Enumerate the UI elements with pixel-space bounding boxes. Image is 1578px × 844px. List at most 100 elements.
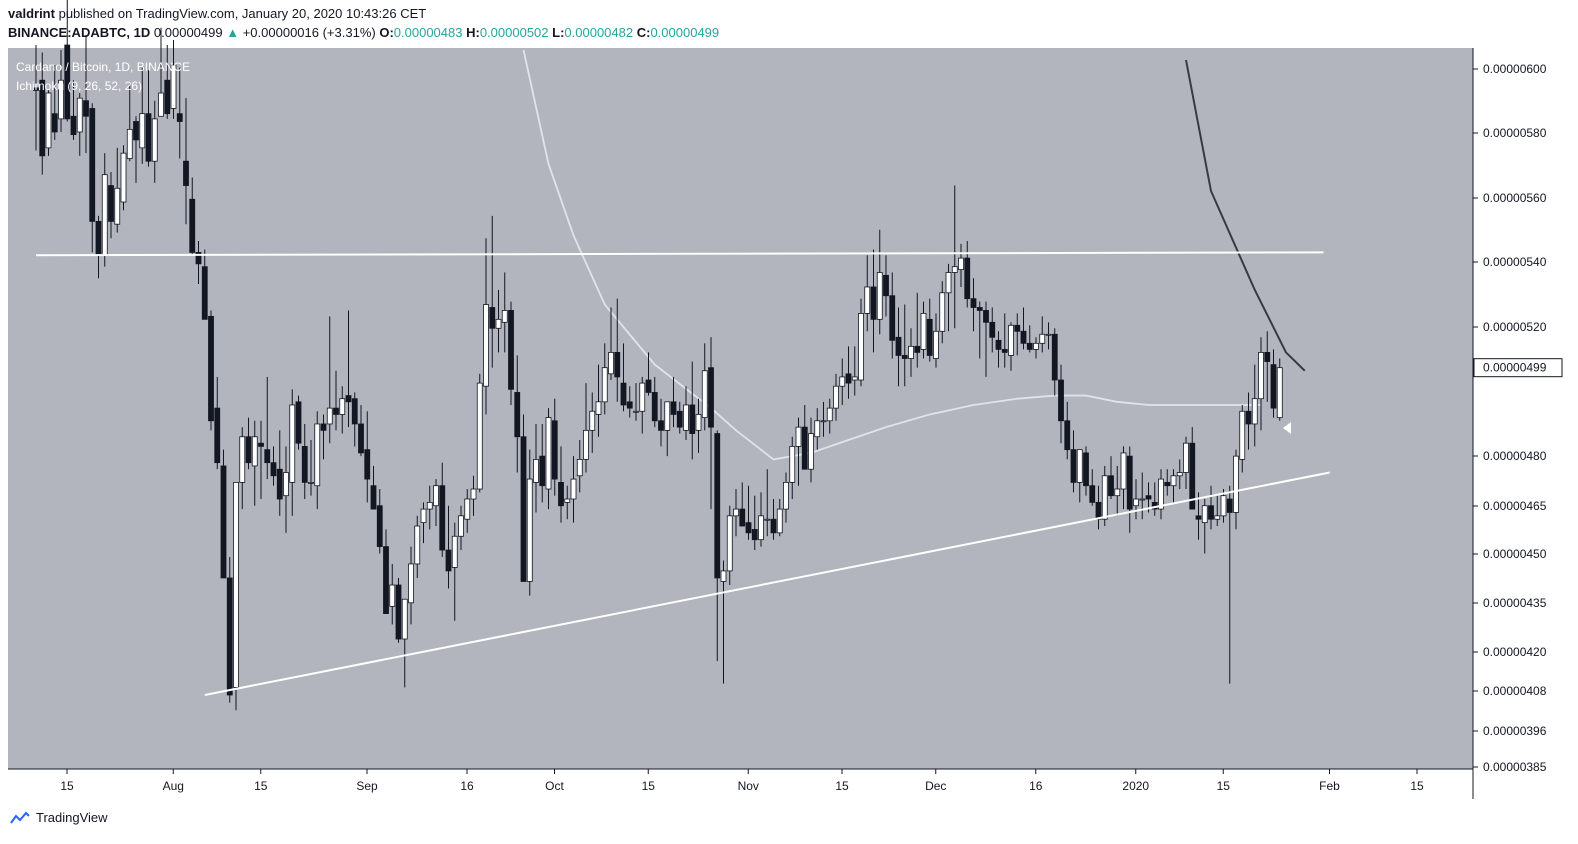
candle[interactable]: [1158, 469, 1164, 520]
candle[interactable]: [1208, 485, 1214, 530]
candle[interactable]: [695, 398, 702, 453]
candle[interactable]: [445, 505, 452, 589]
candle[interactable]: [833, 373, 839, 421]
candle[interactable]: [1033, 337, 1039, 359]
candle[interactable]: [1220, 489, 1227, 523]
candle[interactable]: [1276, 358, 1283, 421]
candle[interactable]: [808, 417, 814, 483]
candle[interactable]: [1239, 404, 1246, 473]
candle[interactable]: [970, 278, 977, 332]
candle[interactable]: [520, 414, 527, 582]
candle[interactable]: [1089, 469, 1096, 506]
candle[interactable]: [1214, 495, 1221, 527]
candle[interactable]: [1170, 469, 1177, 503]
candle[interactable]: [651, 376, 658, 428]
candle[interactable]: [976, 301, 983, 359]
candle[interactable]: [883, 255, 889, 317]
candle[interactable]: [920, 301, 927, 359]
candle[interactable]: [1064, 401, 1071, 460]
candle[interactable]: [308, 439, 314, 496]
candle[interactable]: [320, 414, 327, 460]
candle[interactable]: [814, 408, 821, 450]
candle[interactable]: [395, 577, 402, 643]
candle[interactable]: [595, 364, 602, 437]
candle[interactable]: [783, 472, 789, 523]
candle[interactable]: [151, 100, 158, 183]
candle[interactable]: [951, 185, 958, 329]
candle[interactable]: [383, 529, 389, 614]
candle[interactable]: [995, 331, 1002, 368]
candle[interactable]: [670, 376, 677, 428]
candle[interactable]: [408, 546, 414, 625]
candle[interactable]: [1233, 449, 1239, 530]
candle[interactable]: [858, 298, 864, 387]
candle[interactable]: [851, 346, 858, 396]
candle[interactable]: [239, 427, 246, 510]
candle[interactable]: [301, 423, 308, 500]
candle[interactable]: [326, 316, 333, 444]
candle[interactable]: [370, 465, 377, 510]
candle[interactable]: [1139, 472, 1146, 520]
candle[interactable]: [114, 147, 121, 233]
candle[interactable]: [414, 515, 421, 578]
ichimoku-middle-line[interactable]: [522, 49, 1262, 461]
candle[interactable]: [108, 171, 114, 239]
candle[interactable]: [401, 598, 408, 688]
candle[interactable]: [739, 482, 746, 527]
candle[interactable]: [314, 411, 321, 510]
candle[interactable]: [58, 49, 64, 132]
candle[interactable]: [426, 485, 433, 530]
candle[interactable]: [233, 481, 239, 711]
ichimoku-upper-line[interactable]: [1185, 59, 1306, 372]
candle[interactable]: [539, 423, 546, 503]
candle[interactable]: [201, 249, 208, 320]
candle[interactable]: [451, 522, 458, 621]
candle[interactable]: [183, 98, 189, 225]
candle[interactable]: [339, 386, 346, 434]
candle[interactable]: [533, 423, 539, 513]
candle[interactable]: [89, 103, 96, 253]
candle[interactable]: [295, 395, 302, 450]
candle[interactable]: [270, 446, 277, 486]
candle[interactable]: [1008, 322, 1014, 371]
candle[interactable]: [189, 177, 196, 256]
candle[interactable]: [751, 495, 758, 551]
candle[interactable]: [470, 475, 477, 516]
footer-brand[interactable]: TradingView: [10, 810, 108, 825]
candle[interactable]: [645, 352, 652, 396]
candle[interactable]: [76, 92, 83, 156]
candle[interactable]: [1045, 322, 1052, 350]
candle[interactable]: [51, 65, 58, 140]
candle[interactable]: [1083, 446, 1089, 496]
candle[interactable]: [989, 307, 996, 353]
candle[interactable]: [1183, 436, 1189, 490]
candle[interactable]: [1195, 492, 1202, 540]
candle[interactable]: [1126, 446, 1133, 533]
candle[interactable]: [633, 383, 639, 421]
candle[interactable]: [1020, 307, 1027, 350]
candle[interactable]: [45, 90, 52, 156]
candle[interactable]: [1245, 392, 1252, 450]
candle[interactable]: [345, 310, 352, 428]
price-axis[interactable]: [1473, 48, 1570, 769]
candle[interactable]: [958, 243, 964, 287]
candle[interactable]: [926, 298, 933, 362]
candle[interactable]: [508, 301, 514, 405]
candle[interactable]: [1189, 427, 1196, 510]
candle[interactable]: [801, 404, 808, 470]
candle[interactable]: [770, 499, 777, 540]
candle[interactable]: [1070, 430, 1077, 493]
candle[interactable]: [70, 80, 77, 140]
candle[interactable]: [120, 145, 127, 211]
candle[interactable]: [133, 116, 139, 183]
candle[interactable]: [776, 499, 783, 537]
candle[interactable]: [258, 420, 264, 500]
candle[interactable]: [1164, 469, 1171, 496]
candle[interactable]: [558, 446, 564, 523]
candle[interactable]: [639, 376, 646, 434]
candle[interactable]: [83, 35, 89, 154]
candle[interactable]: [1001, 313, 1008, 368]
candle[interactable]: [570, 456, 577, 523]
candle[interactable]: [495, 289, 502, 353]
candle[interactable]: [908, 328, 914, 377]
